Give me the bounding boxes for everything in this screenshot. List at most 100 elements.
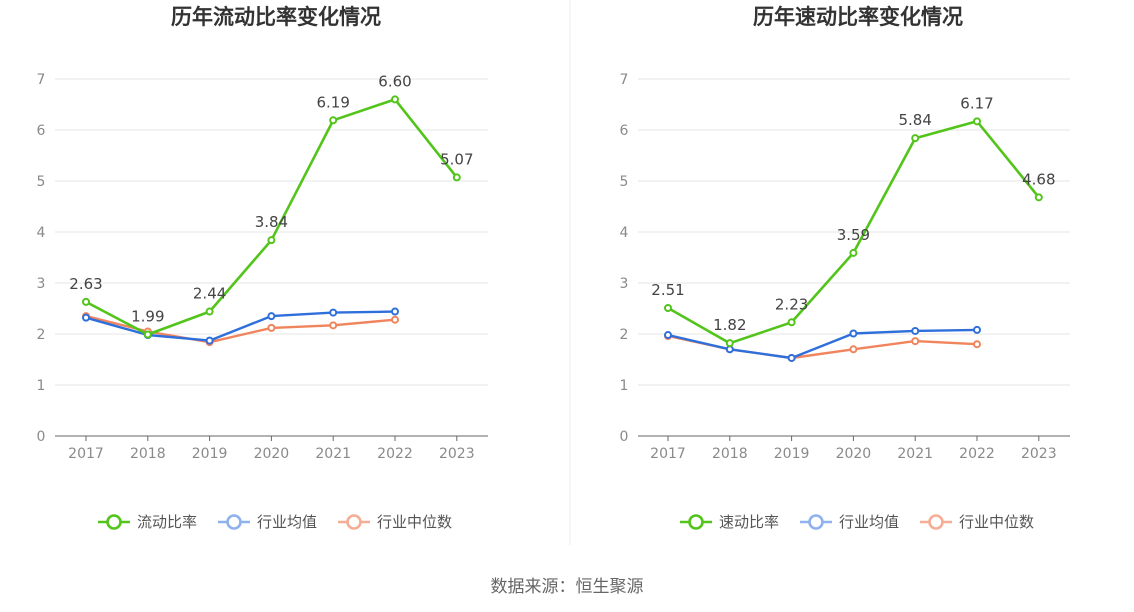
chart-quick-ratio: 历年速动比率变化情况 0 1 2 3 4 5 6 7 2017 2018 2019 2020 2021 20… [620,5,1070,531]
x-tick-label: 2020 [836,446,872,462]
x-tick-label: 2021 [315,446,351,462]
data-source: 数据来源：恒生聚源 [491,577,644,597]
y-tick-label: 4 [37,225,46,241]
legend-item: 行业中位数 [920,513,1034,531]
data-label: 3.59 [837,226,870,244]
x-tick-label: 2018 [130,446,166,462]
data-point [725,339,734,348]
data-label: 2.23 [775,295,808,313]
data-label: 4.68 [1022,170,1055,188]
legend-label: 行业均值 [257,513,317,531]
y-tick-label: 5 [620,174,629,190]
legend-swatch-marker [808,514,824,530]
x-tick-label: 2020 [254,446,290,462]
legend-item: 行业均值 [800,513,899,531]
data-point [664,303,672,312]
legend-item: 行业均值 [218,513,317,531]
data-label: 3.84 [255,213,288,231]
data-label: 6.17 [960,94,993,112]
y-tick-label: 2 [37,327,46,343]
x-tick-label: 2017 [650,446,686,462]
legend-label: 行业均值 [839,513,899,531]
legend-item: 流动比率 [98,513,197,531]
x-tick-label: 2022 [959,446,995,462]
data-label: 6.60 [378,72,411,90]
data-point [911,134,920,143]
data-point [391,307,399,316]
data-point [973,340,981,349]
x-tick-label: 2019 [774,446,810,462]
data-label: 1.99 [131,308,164,326]
legend-swatch-marker [346,514,362,530]
y-tick-label: 7 [620,72,629,88]
legend-swatch-marker [226,514,242,530]
data-point [143,330,152,339]
data-point [1034,193,1043,202]
data-point [267,236,276,245]
x-tick-label: 2018 [712,446,748,462]
data-point [849,345,858,354]
data-point [267,323,276,332]
y-tick-label: 4 [620,225,629,241]
data-point [391,315,399,324]
y-tick-label: 6 [620,123,629,139]
chart-title: 历年速动比率变化情况 [753,5,963,29]
data-point [849,329,858,338]
data-point [911,326,920,335]
chart-title: 历年流动比率变化情况 [171,5,381,29]
data-point [725,345,734,354]
y-tick-label: 0 [620,429,629,445]
data-point [973,117,981,126]
legend-item: 行业中位数 [338,513,452,531]
y-tick-label: 3 [620,276,629,292]
data-point [391,95,399,104]
chart-current-ratio: 历年流动比率变化情况 0 1 2 3 4 5 6 7 2017 2018 2019 2020 2021 20… [37,5,488,531]
legend-item: 速动比率 [680,513,779,531]
data-point [82,297,90,306]
legend-label: 流动比率 [137,513,197,531]
y-tick-label: 1 [37,378,46,394]
y-tick-label: 6 [37,123,46,139]
data-label: 2.51 [651,281,684,299]
y-tick-label: 5 [37,174,46,190]
data-point [849,248,858,257]
y-tick-label: 2 [620,327,629,343]
data-point [664,331,672,340]
data-label: 2.44 [193,285,226,303]
x-tick-label: 2022 [377,446,413,462]
data-point [787,353,796,362]
legend-swatch-marker [928,514,944,530]
y-tick-label: 1 [620,378,629,394]
data-label: 6.19 [316,93,349,111]
data-label: 2.63 [69,275,102,293]
legend-label: 行业中位数 [377,513,452,531]
series-line-1 [667,328,978,360]
data-point [452,173,461,182]
data-point [973,325,981,334]
series-line-1 [85,310,396,342]
data-label: 5.07 [440,150,473,168]
y-tick-label: 0 [37,429,46,445]
data-point [329,308,338,317]
x-tick-label: 2021 [897,446,933,462]
data-point [205,336,214,345]
data-point [329,321,338,330]
data-point [329,116,338,125]
x-tick-label: 2019 [192,446,228,462]
data-point [82,313,90,322]
y-tick-label: 7 [37,72,46,88]
data-label: 5.84 [898,111,931,129]
data-label: 1.82 [713,316,746,334]
data-point [205,307,214,316]
x-tick-label: 2017 [68,446,104,462]
legend-swatch-marker [106,514,122,530]
legend-label: 行业中位数 [959,513,1034,531]
data-point [787,318,796,327]
legend-label: 速动比率 [719,513,779,531]
legend-swatch-marker [688,514,704,530]
y-tick-label: 3 [37,276,46,292]
data-point [911,337,920,346]
x-tick-label: 2023 [439,446,475,462]
data-point [267,312,276,321]
